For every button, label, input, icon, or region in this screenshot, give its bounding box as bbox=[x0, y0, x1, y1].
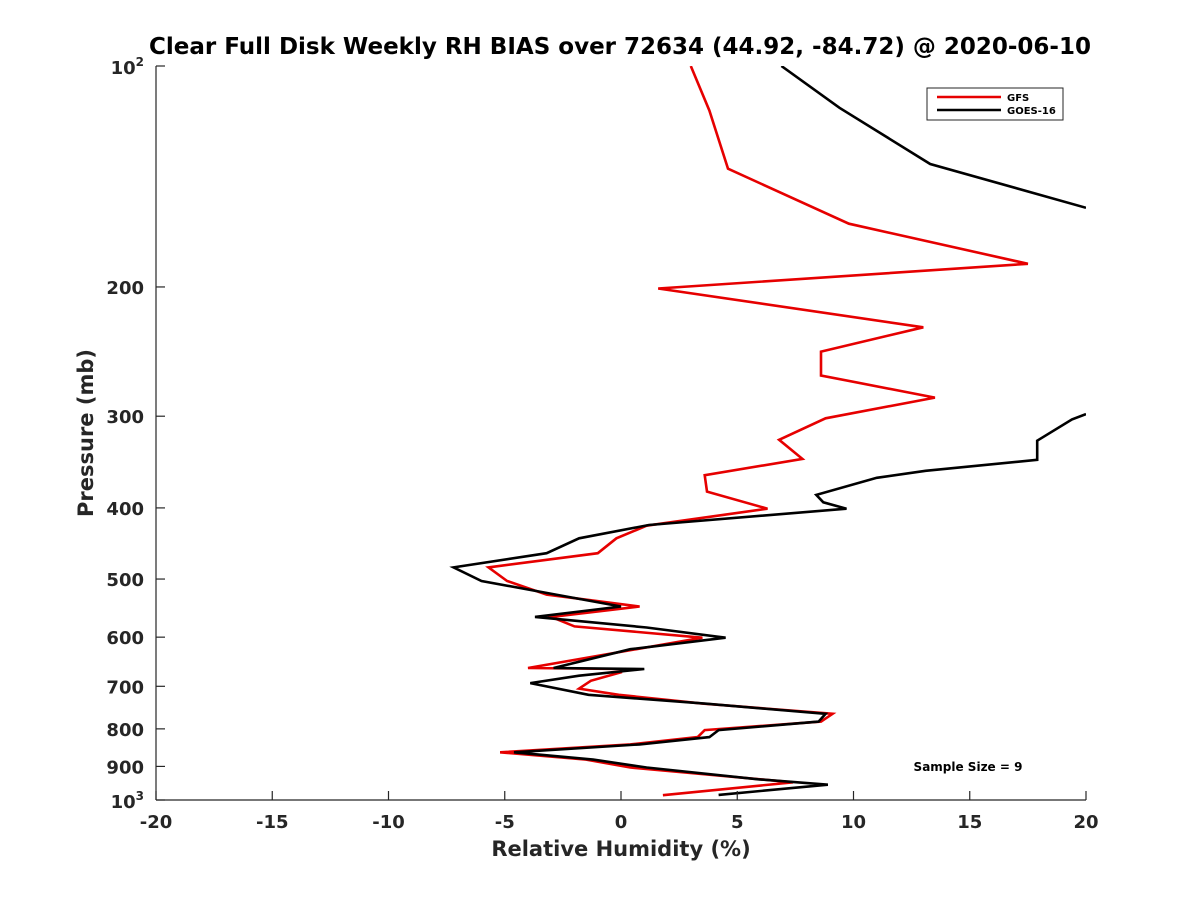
x-tick-label: -10 bbox=[372, 812, 405, 833]
series-line-goes-16 bbox=[449, 412, 1086, 797]
x-axis-label: Relative Humidity (%) bbox=[491, 837, 750, 861]
x-tick-label: 15 bbox=[957, 812, 982, 833]
y-axis-label: Pressure (mb) bbox=[74, 349, 98, 517]
y-tick-label: 400 bbox=[106, 499, 144, 520]
x-tick-label: -20 bbox=[140, 812, 173, 833]
y-tick-label: 200 bbox=[106, 278, 144, 299]
x-tick-label: 5 bbox=[731, 812, 744, 833]
y-tick-label: 800 bbox=[106, 720, 144, 741]
y-tick-label: 900 bbox=[106, 757, 144, 778]
y-tick-label: 600 bbox=[106, 628, 144, 649]
legend-box bbox=[926, 87, 1064, 121]
x-tick-label: 10 bbox=[841, 812, 866, 833]
y-tick-label: 103 bbox=[111, 789, 144, 813]
x-tick-label: -15 bbox=[256, 812, 289, 833]
y-tick-label: 102 bbox=[111, 55, 144, 79]
x-tick-label: 20 bbox=[1073, 812, 1098, 833]
chart-title: Clear Full Disk Weekly RH BIAS over 7263… bbox=[149, 34, 1091, 60]
series-line-gfs bbox=[485, 66, 1029, 797]
y-tick-label: 500 bbox=[106, 570, 144, 591]
legend: GFS GOES-16 bbox=[926, 87, 1064, 121]
legend-label-gfs: GFS bbox=[1007, 93, 1029, 104]
sample-size-annotation: Sample Size = 9 bbox=[914, 760, 1023, 774]
x-tick-label: 0 bbox=[615, 812, 628, 833]
series-line-goes-16 bbox=[780, 66, 1086, 210]
y-tick-label: 700 bbox=[106, 677, 144, 698]
legend-label-goes-16: GOES-16 bbox=[1007, 106, 1056, 117]
y-tick-label: 300 bbox=[106, 407, 144, 428]
x-tick-label: -5 bbox=[495, 812, 515, 833]
